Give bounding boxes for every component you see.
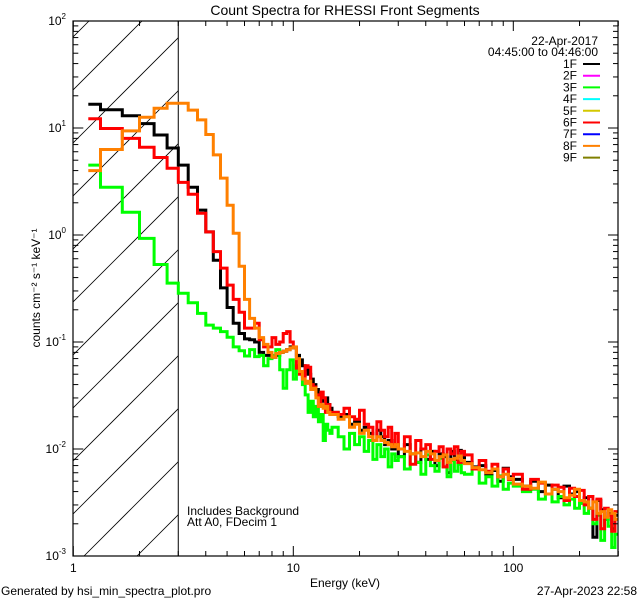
plot-frame <box>72 20 619 557</box>
timestamp-label: 27-Apr-2023 22:58 <box>537 584 637 598</box>
y-tick-label-exponent: 1 <box>62 119 67 128</box>
x-axis-label: Energy (keV) <box>310 576 380 590</box>
y-tick-label-exponent: 2 <box>62 12 67 21</box>
y-axis-label: counts cm⁻² s⁻¹ keV⁻¹ <box>29 228 43 347</box>
time-range-label: 04:45:00 to 04:46:00 <box>488 45 598 59</box>
hatch-line <box>83 461 179 556</box>
y-tick-label-exponent: -3 <box>59 547 67 556</box>
y-tick-label: 10-2 <box>46 440 67 456</box>
y-tick-label: 10-1 <box>46 333 67 349</box>
y-tick-label: 100 <box>48 226 66 242</box>
y-tick-label-exponent: 0 <box>62 226 67 235</box>
date-label: 22-Apr-2017 <box>531 34 598 48</box>
x-tick-label: 100 <box>503 561 523 575</box>
hatch-line <box>73 196 179 302</box>
hatch-line <box>73 355 179 461</box>
legend-label-9F: 9F <box>563 151 577 165</box>
hatch-line <box>73 408 179 514</box>
y-tick-label-base: 10 <box>46 335 60 349</box>
hatch-line <box>73 90 179 196</box>
legend-label-4F: 4F <box>563 92 577 106</box>
hatch-line <box>73 249 179 355</box>
hatch-line <box>73 143 179 249</box>
hatch-line <box>136 514 179 556</box>
legend-label-1F: 1F <box>563 57 577 71</box>
hatch-line <box>73 21 90 37</box>
y-tick-label-exponent: -2 <box>59 440 67 449</box>
chart-title: Count Spectra for RHESSI Front Segments <box>210 2 479 18</box>
hatch-line <box>73 37 179 143</box>
y-tick-label-base: 10 <box>46 442 60 456</box>
legend-label-5F: 5F <box>563 104 577 118</box>
x-tick-label: 10 <box>287 561 301 575</box>
series-group <box>88 101 618 549</box>
legend-label-6F: 6F <box>563 116 577 130</box>
series-line-6F <box>88 117 618 533</box>
y-tick-label-base: 10 <box>48 121 62 135</box>
y-tick-label-exponent: -1 <box>59 333 67 342</box>
y-tick-label-base: 10 <box>48 228 62 242</box>
legend-label-8F: 8F <box>563 139 577 153</box>
y-tick-label: 101 <box>48 119 66 135</box>
x-tick-label: 1 <box>70 561 77 575</box>
legend-label-2F: 2F <box>563 69 577 83</box>
series-line-3F <box>88 163 618 549</box>
y-tick-label: 10-3 <box>46 547 67 563</box>
hatched-region <box>73 21 179 556</box>
legend-label-3F: 3F <box>563 80 577 94</box>
axis-ticks <box>72 20 619 557</box>
hatch-line <box>73 302 179 408</box>
y-tick-label: 102 <box>48 12 66 28</box>
y-tick-label-base: 10 <box>46 549 60 563</box>
series-line-8F <box>88 101 618 521</box>
annotation-background: Includes Background <box>187 504 299 518</box>
y-tick-label-base: 10 <box>48 14 62 28</box>
legend-label-7F: 7F <box>563 127 577 141</box>
generated-by-label: Generated by hsi_min_spectra_plot.pro <box>1 584 211 598</box>
annotation-attenuator: Att A0, FDecim 1 <box>187 515 277 529</box>
hatch-line <box>73 21 143 90</box>
